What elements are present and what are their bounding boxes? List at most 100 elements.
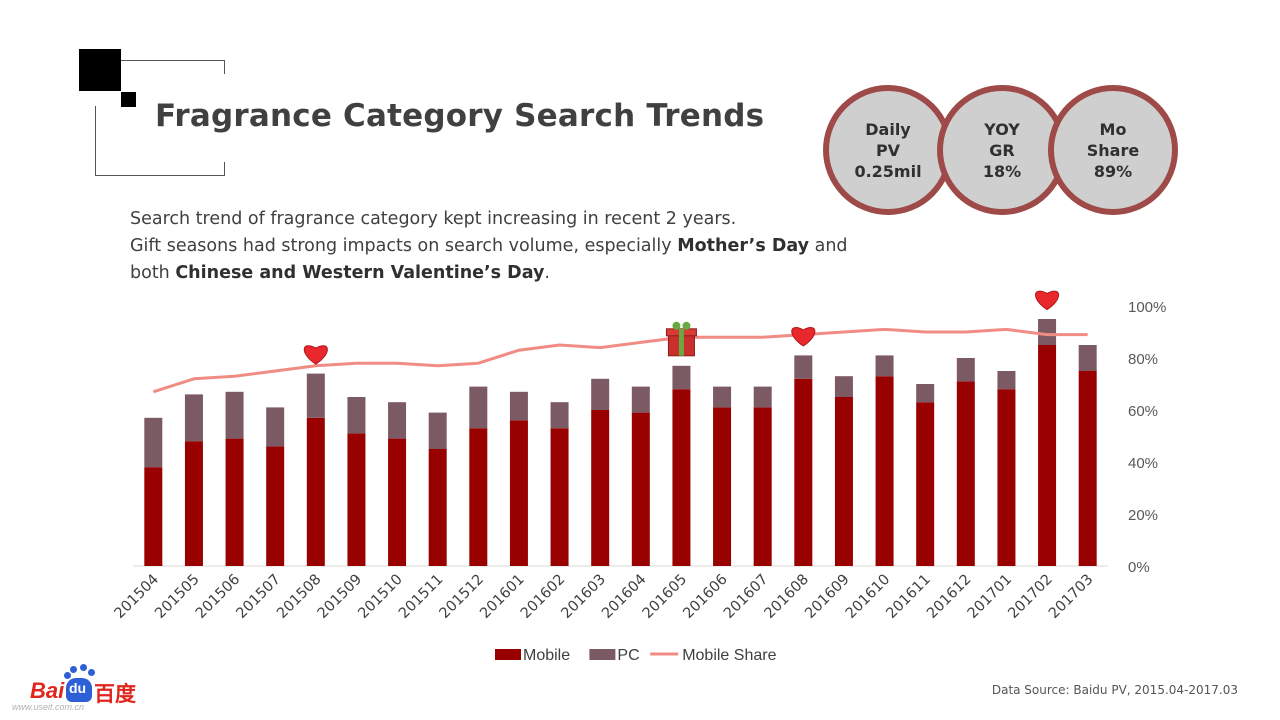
summary-line-2: Gift seasons had strong impacts on searc…	[130, 233, 890, 260]
summary-emphasis: Mother’s Day	[677, 236, 810, 256]
summary-text: Search trend of fragrance category kept …	[130, 206, 890, 287]
x-axis-tick-label: 201602	[518, 572, 568, 622]
bar-mobile	[469, 428, 488, 566]
bar-pc	[916, 384, 935, 403]
bar-mobile	[184, 441, 203, 566]
mobile-share-line	[152, 327, 1088, 394]
bar-pc	[1038, 319, 1057, 345]
bar-mobile	[753, 407, 772, 566]
bar-pc	[144, 417, 163, 468]
x-axis-tick-label: 201507	[234, 572, 284, 622]
bar-mobile	[916, 402, 935, 566]
bar-pc	[388, 402, 407, 439]
x-axis-tick-label: 201702	[1005, 572, 1055, 622]
bar-mobile	[225, 438, 244, 566]
legend-swatch	[589, 649, 616, 660]
bar-pc	[184, 394, 203, 442]
kpi-line: Share	[1086, 140, 1140, 160]
kpi-line: 0.25mil	[854, 161, 922, 181]
x-axis-tick-label: 201610	[843, 572, 893, 622]
paw-icon	[70, 666, 77, 673]
x-axis-tick-label: 201607	[721, 572, 771, 622]
legend-label: Mobile Share	[682, 647, 776, 664]
bar-mobile	[672, 389, 691, 566]
bar-pc	[469, 386, 488, 429]
kpi-line: GR	[989, 140, 1015, 160]
x-axis-tick-label: 201601	[477, 572, 527, 622]
x-axis-tick-label: 201504	[112, 572, 162, 622]
bar-pc	[306, 373, 325, 418]
baidu-logo: Bai du 百度 www.useit.com.cn	[12, 664, 148, 712]
kpi-line: Mo	[1099, 119, 1127, 139]
right-axis-tick-label: 0%	[1128, 559, 1150, 576]
bar-mobile	[266, 446, 285, 566]
bar-pc	[794, 355, 813, 379]
kpi-yoy-gr: YOY GR 18%	[937, 85, 1067, 215]
paw-icon	[64, 672, 71, 679]
bar-mobile	[144, 467, 163, 566]
gift-ribbon	[678, 328, 684, 356]
bar-pc	[631, 386, 650, 413]
x-axis-tick-label: 201510	[355, 572, 405, 622]
summary-line-3: both Chinese and Western Valentine’s Day…	[130, 260, 890, 287]
bar-mobile	[550, 428, 569, 566]
data-source: Data Source: Baidu PV, 2015.04-2017.03	[991, 683, 1238, 697]
bar-mobile	[428, 449, 447, 566]
legend-label: PC	[617, 647, 639, 664]
bar-mobile	[997, 389, 1016, 566]
paw-icon	[88, 669, 95, 676]
decor-square-small	[121, 92, 136, 107]
x-axis-tick-label: 201505	[152, 572, 202, 622]
bar-mobile	[834, 397, 853, 566]
logo-du-box	[66, 678, 92, 702]
logo-text: Bai	[30, 678, 65, 703]
summary-emphasis: Chinese and Western Valentine’s Day	[175, 263, 545, 283]
page-title: Fragrance Category Search Trends	[155, 98, 765, 134]
bar-mobile	[956, 381, 975, 566]
bar-pc	[591, 378, 610, 410]
x-axis-tick-label: 201703	[1046, 572, 1096, 622]
x-axis-tick-label: 201604	[599, 572, 649, 622]
x-axis-tick-label: 201611	[884, 572, 934, 622]
summary-text-part: Gift seasons had strong impacts on searc…	[130, 236, 678, 256]
x-axis-tick-label: 201512	[437, 572, 487, 622]
right-axis-tick-label: 100%	[1128, 299, 1166, 316]
x-axis-tick-label: 201608	[762, 572, 812, 622]
bar-mobile	[388, 438, 407, 566]
bar-mobile	[713, 407, 732, 566]
logo-du: du	[69, 680, 87, 696]
x-axis-tick-label: 201701	[965, 572, 1015, 622]
bar-mobile	[631, 412, 650, 566]
x-axis-tick-label: 201605	[640, 572, 690, 622]
kpi-line: YOY	[984, 119, 1020, 139]
gift-bow	[672, 321, 681, 330]
summary-text-part: and	[809, 236, 848, 256]
x-axis-tick-label: 201509	[315, 572, 365, 622]
bar-mobile	[591, 410, 610, 566]
heart-icon	[1035, 290, 1060, 311]
right-axis-tick-label: 20%	[1128, 507, 1158, 524]
gift-bow	[682, 321, 691, 330]
x-axis-tick-label: 201506	[193, 572, 243, 622]
bar-mobile	[306, 417, 325, 566]
bar-pc	[713, 386, 732, 408]
bar-pc	[428, 412, 447, 449]
bar-pc	[875, 355, 894, 377]
heart-icon	[791, 327, 816, 347]
bar-pc	[997, 371, 1016, 390]
bar-pc	[509, 391, 528, 421]
paw-icon	[80, 664, 87, 671]
right-axis-tick-label: 80%	[1128, 351, 1158, 368]
bar-pc	[834, 376, 853, 397]
x-axis-tick-label: 201603	[559, 572, 609, 622]
bar-mobile	[1078, 371, 1097, 566]
kpi-line: PV	[875, 140, 901, 160]
summary-text-part: both	[130, 263, 176, 283]
kpi-line: 18%	[982, 161, 1022, 181]
right-axis-tick-label: 40%	[1128, 455, 1158, 472]
bar-mobile	[509, 420, 528, 566]
bar-pc	[550, 402, 569, 429]
bar-mobile	[1038, 345, 1057, 566]
title-frame	[95, 60, 225, 176]
